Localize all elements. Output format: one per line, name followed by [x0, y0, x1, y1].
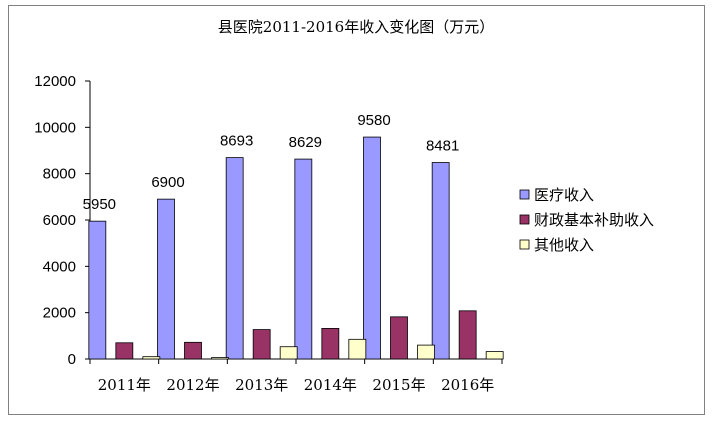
bar	[431, 162, 450, 360]
data-label: 8693	[220, 133, 253, 150]
bar	[142, 356, 161, 360]
bar	[294, 158, 313, 360]
x-tick-label: 2012年	[166, 376, 219, 394]
data-label: 9580	[357, 112, 390, 129]
data-label: 6900	[151, 174, 184, 191]
bar	[348, 338, 367, 360]
bar	[157, 198, 175, 360]
x-tick-label: 2014年	[304, 376, 357, 394]
data-label: 5950	[83, 196, 116, 213]
legend-swatch	[519, 239, 530, 250]
bar	[321, 328, 340, 360]
legend-label: 医疗收入	[534, 186, 594, 204]
y-tick-label: 0	[68, 351, 76, 368]
data-label: 8481	[426, 138, 459, 155]
bar	[458, 310, 477, 360]
x-tick-label: 2011年	[98, 376, 151, 394]
bar	[252, 329, 271, 360]
legend-swatch	[519, 214, 530, 225]
bar	[115, 342, 134, 360]
bar	[390, 316, 408, 360]
bar	[184, 341, 202, 360]
bar	[417, 344, 435, 360]
bar	[279, 346, 298, 360]
y-tick-label: 12000	[34, 73, 76, 90]
bar	[225, 157, 244, 360]
x-tick-label: 2015年	[372, 376, 425, 394]
legend-label: 其他收入	[534, 236, 594, 254]
y-tick-label: 8000	[43, 166, 76, 183]
bar	[88, 220, 107, 360]
legend-swatch	[519, 189, 530, 200]
bars	[88, 136, 504, 360]
y-tick-label: 10000	[34, 119, 76, 136]
y-tick-label: 4000	[43, 258, 76, 275]
chart-title: 县医院2011-2016年收入变化图（万元）	[218, 18, 494, 36]
y-tick-label: 2000	[43, 305, 76, 322]
data-labels: 5950 6900 8693 8629 9580 8481	[83, 112, 460, 213]
bar	[363, 136, 381, 360]
data-label: 8629	[289, 134, 322, 151]
bar	[211, 357, 229, 360]
y-tick-label: 6000	[43, 212, 76, 229]
x-tick-label: 2016年	[441, 376, 494, 394]
x-tick-label: 2013年	[235, 376, 288, 394]
legend-label: 财政基本补助收入	[534, 211, 654, 229]
bar	[485, 351, 504, 360]
